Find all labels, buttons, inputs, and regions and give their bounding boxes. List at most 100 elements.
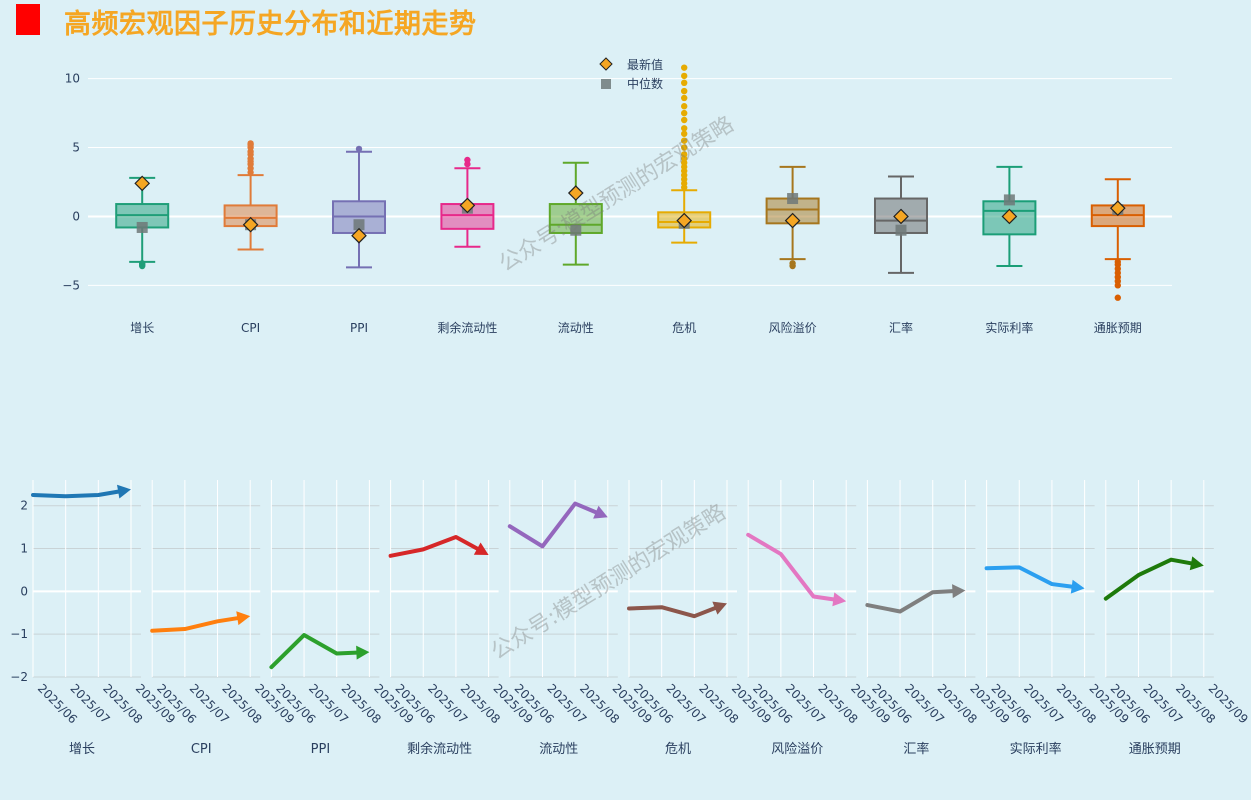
box-outlier xyxy=(681,103,688,110)
box-category-label: 汇率 xyxy=(889,320,913,335)
panel-title: PPI xyxy=(311,742,331,757)
panel-title: 危机 xyxy=(665,742,691,757)
latest-marker xyxy=(459,197,476,214)
box-ytick-label: −5 xyxy=(62,278,80,292)
box-outlier xyxy=(247,140,254,147)
box-outlier xyxy=(681,94,688,102)
latest-marker xyxy=(784,212,801,229)
box-outlier xyxy=(681,72,688,80)
box-outlier xyxy=(681,137,688,144)
median-marker xyxy=(895,224,907,236)
box-outlier xyxy=(681,116,688,124)
line-ytick-label: −1 xyxy=(10,627,28,641)
panel-title: 流动性 xyxy=(539,742,578,757)
series-arrowhead xyxy=(236,611,251,626)
panel-title: 通胀预期 xyxy=(1129,742,1181,757)
series-arrowhead xyxy=(356,645,370,660)
box-outlier xyxy=(789,262,796,270)
series-arrowhead xyxy=(712,601,727,615)
box-outlier xyxy=(681,87,688,95)
line-ytick-label: −2 xyxy=(10,670,28,684)
box-outlier xyxy=(681,144,688,151)
line-ytick-label: 2 xyxy=(20,499,28,513)
series-line xyxy=(746,532,836,602)
box-category-label: 风险溢价 xyxy=(769,320,817,335)
latest-marker xyxy=(1109,200,1126,217)
box-category-label: 增长 xyxy=(130,321,154,335)
box-风险溢价 xyxy=(765,165,820,270)
series-line xyxy=(31,489,121,499)
series-arrowhead xyxy=(473,542,489,555)
box-PPI xyxy=(332,145,386,269)
latest-marker xyxy=(1001,208,1018,225)
box-category-label: CPI xyxy=(241,321,260,335)
panel-title: 增长 xyxy=(69,742,95,757)
box-outlier xyxy=(1114,282,1122,289)
series-arrowhead xyxy=(117,484,131,499)
latest-marker xyxy=(242,216,259,233)
panel-title: CPI xyxy=(191,742,212,757)
box-ytick-label: 0 xyxy=(72,209,80,223)
series-line xyxy=(627,605,717,619)
legend-median-label: 中位数 xyxy=(627,76,663,91)
box-outlier xyxy=(681,109,688,117)
box-outlier xyxy=(464,156,471,164)
box-category-label: 危机 xyxy=(672,321,696,335)
series-line xyxy=(269,633,359,670)
watermark-top: 公众号:模型预测的宏观策略 xyxy=(495,112,738,277)
median-marker xyxy=(570,224,582,236)
box-ytick-label: 10 xyxy=(65,72,80,86)
series-line xyxy=(865,589,955,614)
series-line xyxy=(984,565,1074,589)
box-增长 xyxy=(115,175,170,270)
page-title: 高频宏观因子历史分布和近期走势 xyxy=(64,9,477,40)
box-ytick-label: 5 xyxy=(72,141,80,155)
series-line xyxy=(507,501,598,549)
box-outlier xyxy=(355,145,363,153)
box-危机 xyxy=(657,64,712,244)
panel-title: 汇率 xyxy=(903,741,929,757)
median-marker xyxy=(136,221,148,233)
median-marker xyxy=(353,219,365,231)
box-outlier xyxy=(681,130,688,137)
series-arrowhead xyxy=(952,584,966,599)
latest-marker xyxy=(134,175,151,192)
box-category-label: 通胀预期 xyxy=(1094,321,1142,335)
latest-marker xyxy=(351,227,367,244)
latest-marker xyxy=(567,185,584,201)
series-line xyxy=(150,616,240,633)
box-category-label: 剩余流动性 xyxy=(437,320,497,335)
box-outlier xyxy=(681,151,688,158)
legend-median-icon xyxy=(601,79,611,89)
box-outlier xyxy=(681,79,688,87)
box-outlier xyxy=(681,64,688,71)
line-ytick-label: 0 xyxy=(20,584,28,598)
box-通胀预期 xyxy=(1090,178,1145,301)
box-实际利率 xyxy=(982,165,1037,268)
series-arrowhead xyxy=(593,505,608,519)
box-outlier xyxy=(1114,294,1122,301)
series-arrowhead xyxy=(1070,579,1085,594)
box-category-label: 实际利率 xyxy=(985,320,1033,335)
latest-marker xyxy=(893,208,909,225)
legend-latest-icon xyxy=(599,57,613,71)
title-accent-bar xyxy=(16,4,40,35)
median-marker xyxy=(787,193,799,205)
panel-title: 剩余流动性 xyxy=(407,741,472,757)
series-line xyxy=(388,534,480,558)
box-汇率 xyxy=(874,175,928,274)
box-CPI xyxy=(223,140,278,251)
box-outlier xyxy=(681,125,688,132)
panel-title: 实际利率 xyxy=(1010,741,1062,757)
series-arrowhead xyxy=(832,592,847,607)
series-arrowhead xyxy=(1189,556,1204,571)
box-outlier xyxy=(139,260,146,267)
box-流动性 xyxy=(548,161,603,266)
series-line xyxy=(1103,557,1194,601)
median-marker xyxy=(1003,194,1015,206)
box-category-label: 流动性 xyxy=(558,321,594,335)
box-剩余流动性 xyxy=(440,156,495,248)
